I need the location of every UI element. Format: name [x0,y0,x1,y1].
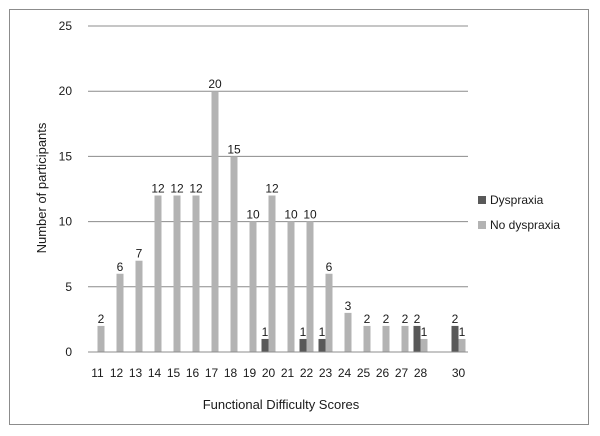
y-tick-label: 5 [65,280,72,294]
data-label: 15 [227,142,241,156]
data-label: 1 [421,325,428,339]
y-tick-label: 25 [59,19,73,33]
x-tick-label: 11 [91,366,104,380]
data-label: 3 [345,299,352,313]
data-label: 7 [136,247,143,261]
x-tick-label: 22 [300,366,314,380]
data-label: 2 [383,312,390,326]
data-label: 12 [170,182,184,196]
data-label: 6 [326,260,333,274]
data-label: 2 [364,312,371,326]
x-tick-label: 12 [110,366,124,380]
data-label: 10 [303,208,317,222]
x-tick-label: 23 [319,366,333,380]
x-tick-label: 14 [148,366,162,380]
x-tick-label: 13 [129,366,143,380]
bar-dyspraxia [261,338,269,352]
data-label: 10 [246,208,260,222]
bar-dyspraxia [451,325,459,352]
bar-dyspraxia [299,338,307,352]
data-label: 1 [262,325,269,339]
bar-no-dyspraxia [211,91,219,352]
bar-no-dyspraxia [154,195,162,352]
x-tick-label: 18 [224,366,238,380]
legend: Dyspraxia No dyspraxia [478,193,560,232]
x-tick-label: 19 [243,366,257,380]
x-tick-label: 21 [281,366,295,380]
x-tick-label: 16 [186,366,200,380]
bar-no-dyspraxia [116,273,124,352]
x-tick-label: 20 [262,366,276,380]
y-tick-label: 10 [59,215,73,229]
y-tick-label: 0 [65,345,72,359]
y-tick-labels: 0 5 10 15 20 25 [59,19,73,359]
bar-no-dyspraxia [97,325,105,352]
x-tick-label: 26 [376,366,390,380]
bar-no-dyspraxia [287,221,295,352]
x-tick-label: 30 [452,366,466,380]
x-tick-label: 17 [205,366,219,380]
bar-no-dyspraxia [306,221,314,352]
bar-no-dyspraxia [420,338,428,352]
bar-no-dyspraxia [230,156,238,352]
y-axis-title: Number of participants [34,122,49,253]
data-label: 1 [319,325,326,339]
bar-no-dyspraxia [382,325,390,352]
bar-no-dyspraxia [173,195,181,352]
bar-no-dyspraxia [458,338,466,352]
bars [97,91,466,352]
x-tick-label: 25 [357,366,371,380]
x-tick-labels: 11 12 13 14 15 16 17 18 19 20 21 22 23 24 25 26 27 28 30 [91,366,465,380]
x-axis-title: Functional Difficulty Scores [203,397,360,412]
data-label: 2 [98,312,105,326]
data-label: 1 [300,325,307,339]
data-label: 12 [265,182,279,196]
legend-swatch-dyspraxia [478,196,486,204]
legend-swatch-no-dyspraxia [478,221,486,229]
bar-no-dyspraxia [249,221,257,352]
data-label: 2 [452,312,459,326]
bar-no-dyspraxia [268,195,276,352]
legend-label-dyspraxia: Dyspraxia [490,193,544,207]
bar-no-dyspraxia [344,312,352,352]
data-label: 12 [189,182,203,196]
data-label: 6 [117,260,124,274]
chart-frame [9,9,589,425]
x-tick-label: 28 [414,366,428,380]
gridlines [88,25,468,288]
bar-dyspraxia [413,325,421,352]
x-tick-label: 15 [167,366,181,380]
bar-no-dyspraxia [325,273,333,352]
data-label: 20 [208,77,222,91]
data-label: 10 [284,208,298,222]
y-tick-label: 20 [59,84,73,98]
data-label: 12 [151,182,165,196]
y-tick-label: 15 [59,149,73,163]
bar-dyspraxia [318,338,326,352]
data-label: 2 [414,312,421,326]
bar-no-dyspraxia [135,260,143,352]
x-tick-label: 24 [338,366,352,380]
bar-no-dyspraxia [192,195,200,352]
x-tick-label: 27 [395,366,409,380]
bar-no-dyspraxia [363,325,371,352]
data-label: 1 [459,325,466,339]
legend-label-no-dyspraxia: No dyspraxia [490,218,560,232]
data-label: 2 [402,312,409,326]
bar-no-dyspraxia [401,325,409,352]
